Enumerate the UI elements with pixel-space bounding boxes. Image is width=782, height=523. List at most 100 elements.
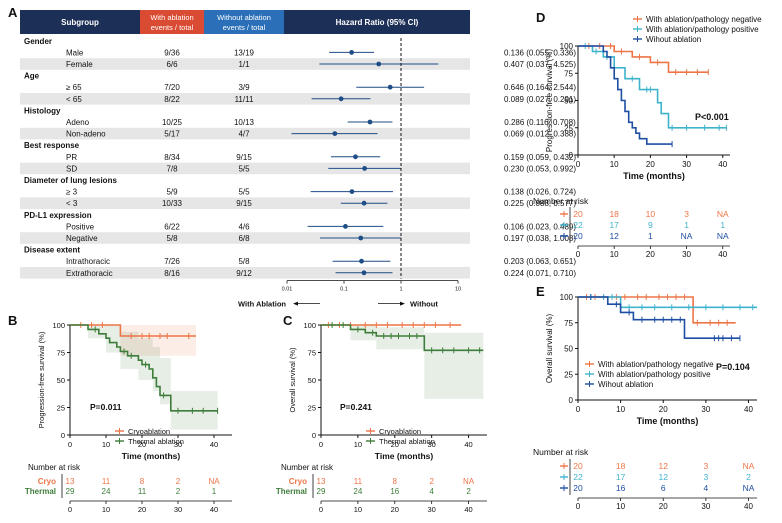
forest-without-count: 6/8: [238, 234, 250, 243]
forest-row-label: Negative: [66, 234, 98, 243]
p-value: P=0.104: [716, 362, 750, 372]
header-without-cell: [204, 10, 284, 34]
forest-without-count: 4/7: [238, 130, 250, 139]
risk-value: 6: [661, 483, 666, 493]
forest-without-count: 9/15: [236, 153, 252, 162]
risk-value: 1: [212, 487, 217, 496]
y-tick-label: 100: [560, 42, 574, 51]
risk-value: 3: [703, 461, 708, 471]
risk-tick-label: 30: [701, 502, 710, 511]
risk-row-label: Cryo: [289, 477, 307, 486]
x-axis-label: Time (months): [623, 171, 685, 181]
risk-tick-label: 10: [354, 505, 362, 514]
y-tick-label: 50: [308, 376, 316, 385]
risk-tick-label: 20: [659, 502, 668, 511]
risk-value: NA: [463, 477, 475, 486]
risk-value: 20: [573, 461, 583, 471]
forest-tick-label: 0.1: [340, 287, 348, 293]
y-tick-label: 100: [560, 293, 574, 302]
risk-value: 2: [176, 487, 181, 496]
risk-value: 1: [684, 220, 689, 230]
forest-point: [349, 50, 355, 55]
forest-row-label: < 65: [66, 95, 82, 104]
forest-ablation-count: 5/9: [166, 188, 178, 197]
risk-value: 24: [353, 487, 362, 496]
forest-category: Gender: [24, 37, 52, 46]
x-tick-label: 20: [138, 440, 146, 449]
km-curve-1: [321, 324, 484, 352]
x-tick-label: 20: [391, 440, 399, 449]
forest-ci-text: 0.069 (0.012, 0.388): [504, 130, 576, 139]
risk-tick-label: 0: [576, 502, 581, 511]
x-tick-label: 0: [68, 440, 72, 449]
forest-row-label: Non-adeno: [66, 130, 106, 139]
favor-left-arrowhead: [293, 301, 298, 306]
forest-ablation-count: 10/33: [162, 199, 183, 208]
forest-without-count: 5/8: [238, 257, 250, 266]
risk-value: 2: [429, 477, 434, 486]
forest-ci-text: 0.286 (0.116, 0.708): [504, 118, 576, 127]
risk-value: 2: [176, 477, 181, 486]
y-tick-label: 25: [308, 404, 316, 413]
favor-without: Without: [410, 300, 438, 309]
forest-ci-text: 0.407 (0.037, 4.525): [504, 60, 576, 69]
risk-value: 3: [703, 472, 708, 482]
x-tick-label: 0: [576, 405, 581, 414]
panel-label: D: [536, 10, 545, 25]
panel-label: B: [8, 313, 17, 328]
risk-value: 16: [616, 483, 626, 493]
x-tick-label: 20: [659, 405, 668, 414]
x-tick-label: 10: [616, 405, 625, 414]
forest-point: [338, 96, 344, 102]
forest-row-label: Extrathoracic: [66, 269, 113, 278]
km-curve-2: [578, 296, 740, 340]
forest-row-band: [20, 58, 470, 70]
risk-value: NA: [681, 231, 693, 241]
forest-point: [367, 119, 373, 125]
forest-row-band: [20, 197, 470, 209]
forest-category: PD-L1 expression: [24, 211, 92, 220]
forest-row-label: Adeno: [66, 118, 90, 127]
risk-tick-label: 30: [682, 250, 691, 259]
risk-value: 4: [429, 487, 434, 496]
risk-value: NA: [743, 461, 755, 471]
x-tick-label: 0: [576, 160, 581, 169]
legend-label: Thermal ablation: [128, 437, 184, 446]
risk-tick-label: 40: [210, 505, 218, 514]
header-hr: Hazard Ratio (95% CI): [336, 18, 419, 27]
risk-value: 4: [703, 483, 708, 493]
risk-value: 10: [646, 209, 656, 219]
forest-row-label: ≥ 65: [66, 83, 82, 92]
panel-label: E: [536, 284, 545, 299]
p-value: P<0.001: [695, 112, 729, 122]
forest-point: [359, 258, 364, 264]
forest-point: [343, 224, 348, 229]
forest-ci-text: 0.224 (0.071, 0.710): [504, 269, 576, 278]
forest-tick-label: 10: [455, 287, 461, 293]
header-without-line1: Without ablation: [217, 13, 271, 22]
risk-tick-label: 10: [102, 505, 110, 514]
risk-tick-label: 20: [646, 250, 655, 259]
forest-without-count: 13/19: [234, 48, 255, 57]
risk-tick-label: 20: [391, 505, 399, 514]
risk-value: 8: [393, 477, 398, 486]
forest-ci-text: 0.646 (0.164, 2.544): [504, 83, 576, 92]
risk-value: 12: [609, 231, 619, 241]
y-axis-label: Progression-free survival (%): [545, 49, 554, 152]
forest-row-band: [20, 162, 470, 175]
risk-title: Number at risk: [533, 447, 589, 457]
y-axis-label: Overall survival (%): [288, 347, 297, 413]
forest-ablation-count: 8/22: [164, 95, 180, 104]
forest-point: [362, 166, 368, 171]
risk-title: Number at risk: [533, 196, 589, 206]
forest-without-count: 9/12: [236, 269, 252, 278]
panel-label-a: A: [8, 5, 18, 20]
risk-value: 20: [573, 209, 583, 219]
y-tick-label: 25: [564, 370, 573, 379]
forest-point: [376, 61, 382, 67]
forest-category: Age: [24, 72, 40, 81]
risk-tick-label: 40: [718, 250, 727, 259]
